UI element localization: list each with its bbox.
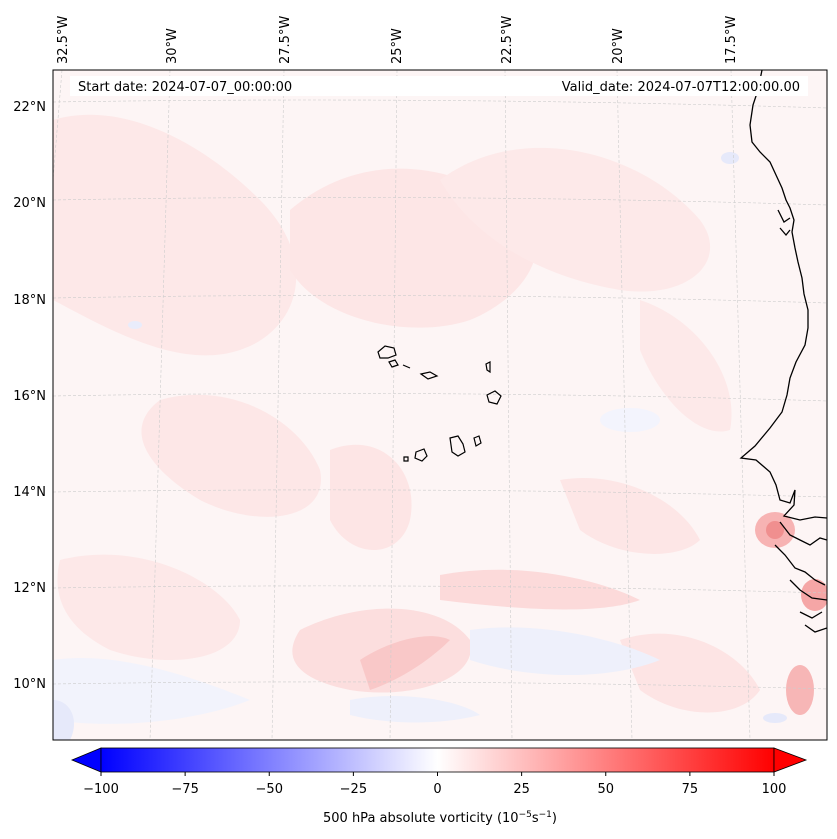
lat-label-20n: 20°N — [13, 196, 46, 211]
colorbar-tick-label: 0 — [433, 782, 441, 797]
colorbar-label: 500 hPa absolute vorticity (10−5s−1) — [323, 810, 557, 826]
lat-label-16n: 16°N — [13, 389, 46, 404]
valid-date-label: Valid_date: 2024-07-07T12:00:00.00 — [562, 80, 800, 95]
coastline — [739, 70, 827, 633]
lat-label-22n: 22°N — [13, 100, 46, 115]
vorticity-field — [53, 70, 827, 740]
lon-label-32-5w: 32.5°W — [56, 16, 71, 64]
colorbar-bar — [100, 747, 775, 773]
colorbar-tick-label: 100 — [762, 782, 787, 797]
colorbar-tick-label: −50 — [256, 782, 283, 797]
lon-label-25w: 25°W — [390, 28, 405, 64]
lat-label-12n: 12°N — [13, 581, 46, 596]
colorbar-tick-label: −75 — [171, 782, 198, 797]
colorbar-tick-label: 25 — [513, 782, 530, 797]
map-frame — [52, 69, 828, 741]
lat-label-14n: 14°N — [13, 485, 46, 500]
lon-label-27-5w: 27.5°W — [278, 16, 293, 64]
lon-label-20w: 20°W — [611, 28, 626, 64]
header-box — [70, 76, 808, 96]
lat-label-18n: 18°N — [13, 293, 46, 308]
colorbar-max-arrow — [773, 747, 808, 773]
lon-label-17-5w: 17.5°W — [724, 16, 739, 64]
colorbar-tick-label: 75 — [682, 782, 699, 797]
colorbar-ticks: −100 −75 −50 −25 0 25 50 75 100 — [83, 772, 786, 797]
lat-label-10n: 10°N — [13, 677, 46, 692]
start-date-label: Start date: 2024-07-07_00:00:00 — [78, 80, 292, 95]
colorbar-tick-label: −25 — [340, 782, 367, 797]
cape-verde-islands — [377, 345, 502, 462]
colorbar: −100 −75 −50 −25 0 25 50 75 100 500 hPa absolute… — [70, 747, 808, 826]
graticule — [53, 70, 827, 740]
colorbar-min-arrow — [70, 747, 102, 773]
lon-label-22-5w: 22.5°W — [500, 16, 515, 64]
colorbar-tick-label: −100 — [83, 782, 119, 797]
lon-label-30w: 30°W — [165, 28, 180, 64]
colorbar-tick-label: 50 — [597, 782, 614, 797]
